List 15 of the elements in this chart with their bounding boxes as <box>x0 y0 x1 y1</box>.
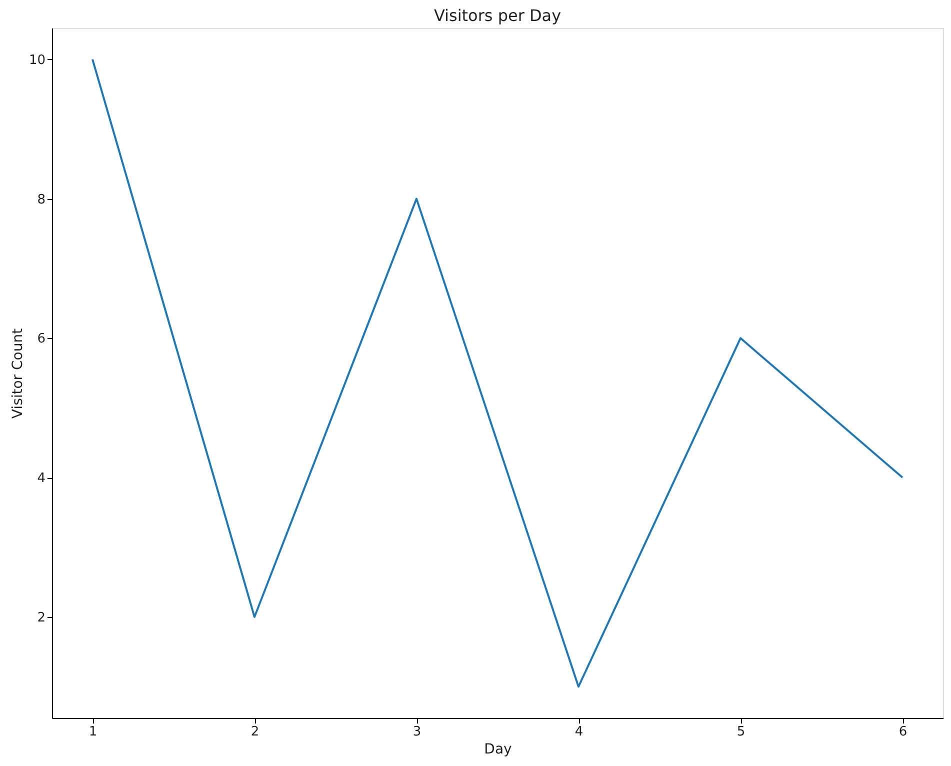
y-tick-label: 10 <box>28 52 46 68</box>
x-tick-label: 1 <box>88 724 98 740</box>
y-tick-label: 2 <box>37 610 46 626</box>
x-tick-label: 6 <box>898 724 908 740</box>
x-tick-label: 2 <box>250 724 260 740</box>
y-tick-label: 6 <box>37 332 46 347</box>
x-tick-label: 3 <box>412 724 422 740</box>
x-axis-title: Day <box>484 742 512 758</box>
y-tick-label: 8 <box>37 192 46 208</box>
x-tick-label: 4 <box>574 724 584 740</box>
y-tick-label: 4 <box>37 471 46 486</box>
chart-title: Visitors per Day <box>434 6 562 25</box>
line-series <box>92 58 904 688</box>
y-axis-title: Visitor Count <box>10 328 26 419</box>
x-tick-label: 5 <box>736 724 746 740</box>
